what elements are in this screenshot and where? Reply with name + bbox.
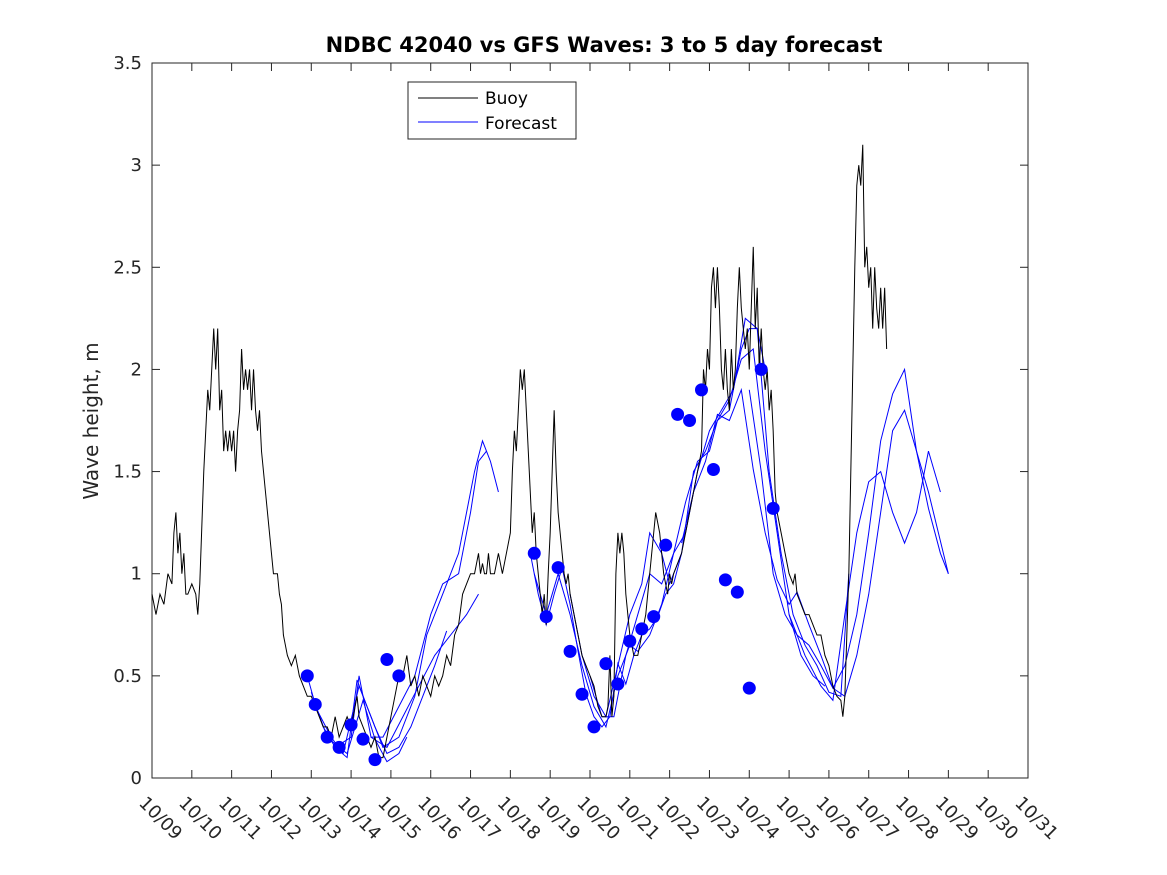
plot-area	[151, 62, 1029, 779]
forecast-dot	[623, 634, 637, 648]
forecast-dot	[368, 753, 382, 767]
y-tick-label: 0.5	[113, 666, 142, 687]
forecast-dot	[392, 669, 406, 683]
legend-box	[407, 81, 577, 140]
legend-buoy-label: Buoy	[485, 89, 528, 109]
legend: Buoy Forecast	[407, 81, 577, 140]
forecast-dot	[527, 546, 541, 560]
forecast-dot	[647, 610, 661, 624]
forecast-dot	[766, 501, 780, 515]
forecast-dot	[611, 677, 625, 691]
forecast-dot	[671, 407, 685, 421]
legend-forecast-label: Forecast	[485, 114, 557, 134]
forecast-dot	[754, 362, 768, 376]
forecast-line	[314, 439, 499, 755]
y-tick-label: 2	[131, 359, 142, 380]
forecast-dot	[320, 730, 334, 744]
forecast-dot	[683, 414, 697, 427]
forecast-dot	[539, 610, 553, 624]
forecast-dot	[742, 681, 756, 695]
y-axis-label: Wave height, m	[79, 342, 103, 499]
chart-title: NDBC 42040 vs GFS Waves: 3 to 5 day fore…	[326, 33, 883, 57]
forecast-dot	[575, 687, 589, 701]
forecast-dot	[356, 732, 370, 746]
forecast-dot	[344, 718, 358, 732]
forecast-dot	[563, 644, 577, 658]
forecast-dot	[300, 669, 314, 683]
y-tick-label: 0	[131, 768, 142, 789]
forecast-dot	[599, 657, 613, 671]
forecast-dot	[659, 538, 673, 552]
forecast-dot	[706, 463, 720, 477]
y-tick-label: 1.5	[113, 462, 142, 483]
forecast-dot	[332, 740, 346, 754]
forecast-dot	[308, 697, 322, 711]
forecast-line	[589, 317, 850, 718]
y-tick-label: 3	[131, 155, 142, 176]
forecast-dot	[730, 585, 744, 599]
forecast-dots	[300, 362, 780, 767]
forecast-line	[681, 387, 949, 698]
forecast-dot	[587, 720, 601, 734]
forecast-line	[370, 593, 479, 749]
forecast-dot	[635, 622, 649, 636]
forecast-dot	[694, 383, 708, 397]
forecast-dot	[551, 561, 565, 575]
forecast-dot	[380, 653, 394, 667]
forecast-line	[788, 451, 941, 702]
y-tick-label: 1	[131, 564, 142, 585]
y-tick-label: 3.5	[113, 53, 142, 74]
forecast-line	[748, 367, 949, 690]
y-tick-label: 2.5	[113, 257, 142, 278]
forecast-dot	[718, 573, 732, 587]
